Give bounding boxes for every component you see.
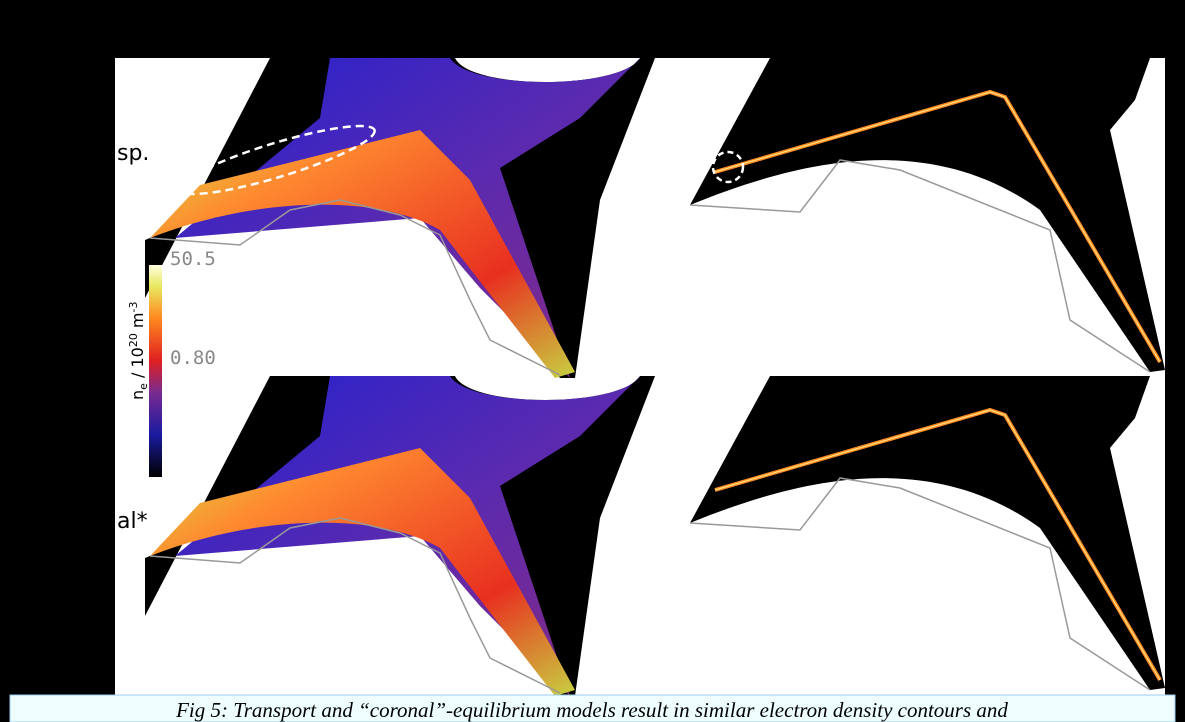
colorbar-label: ne / 1020 m-3 [127, 302, 150, 400]
colorbar-max-label: 50.5 [170, 248, 216, 270]
label-part: m [128, 312, 147, 333]
row-label: sp. [117, 141, 149, 166]
row-label: al* [117, 509, 148, 534]
label-part: / 10 [128, 347, 147, 383]
highlight-circle [711, 150, 745, 184]
colorbar [149, 265, 162, 477]
label-part: 20 [127, 333, 140, 347]
label-part: e [137, 383, 150, 390]
highlight-ellipse [178, 124, 376, 196]
colorbar-mid-label: 0.80 [170, 347, 216, 369]
label-part: n [128, 390, 147, 400]
caption-box [9, 694, 1176, 722]
label-part: -3 [127, 302, 140, 313]
caption: Fig 5: Transport and “coronal”-equilibri… [175, 698, 1008, 722]
